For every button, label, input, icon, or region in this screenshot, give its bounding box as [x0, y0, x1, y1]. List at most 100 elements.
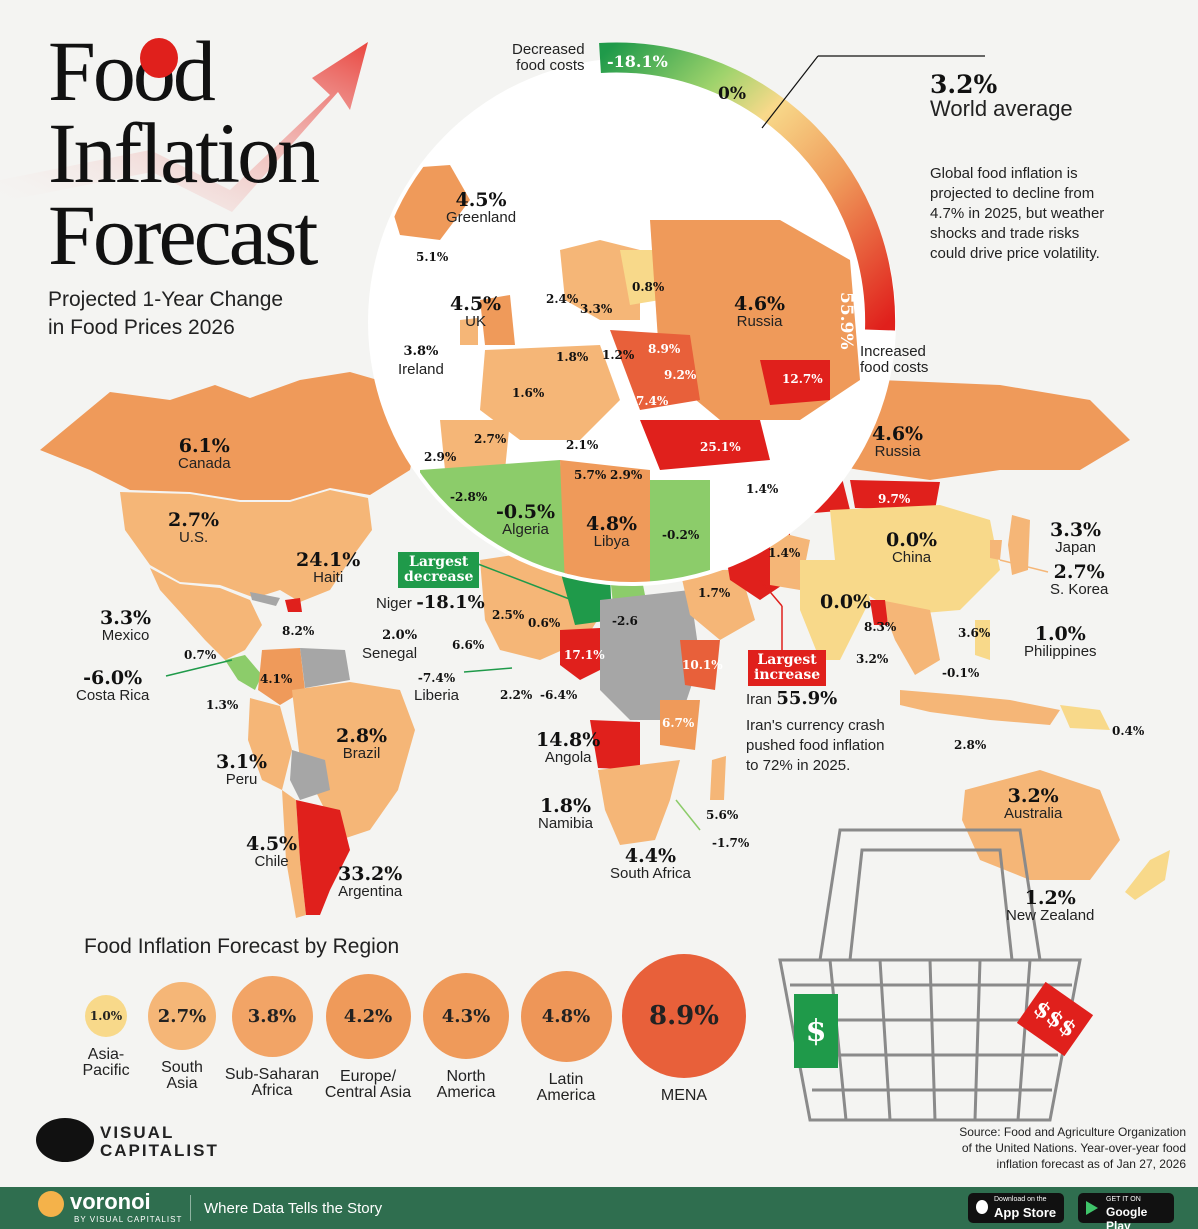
value-pakistan: 1.4%: [768, 546, 801, 560]
country-chile: [282, 790, 306, 918]
label-argentina: 33.2% Argentina: [338, 863, 403, 900]
label-russia-inset: 4.6% Russia: [734, 293, 786, 330]
global-note: Global food inflation is projected to de…: [930, 165, 1105, 262]
value-ghana: 2.2%: [500, 688, 533, 702]
inset-western-europe: [480, 345, 620, 440]
inset-finland: [620, 250, 660, 305]
inset-egypt: [650, 480, 710, 582]
green-price-tag: $: [794, 994, 838, 1068]
label-china: 0.0% China: [886, 529, 938, 566]
label-angola: 14.8% Angola: [536, 729, 601, 766]
country-argentina: [296, 800, 350, 915]
value-jordan: 1.4%: [746, 482, 779, 496]
value-greece: 2.9%: [610, 468, 643, 482]
value-iceland: 5.1%: [416, 250, 449, 264]
rising-arrow: [0, 42, 368, 212]
largest-increase-note: Iran's currency crash pushed food inflat…: [746, 717, 885, 774]
value-poland: 1.2%: [602, 348, 635, 362]
value-belarus: 8.9%: [648, 342, 681, 356]
region-label: North America: [436, 1068, 496, 1101]
country-philippines: [975, 620, 990, 660]
label-canada: 6.1% Canada: [178, 435, 231, 472]
value-nigeria-region: -6.4%: [540, 688, 578, 702]
country-haiti: [285, 598, 302, 612]
country-se-asia: [880, 600, 940, 675]
label-south-africa: 4.4% South Africa: [610, 845, 691, 882]
region-bubble: 1.0%: [85, 995, 127, 1037]
label-japan: 3.3% Japan: [1050, 519, 1102, 556]
value-png: 0.4%: [1112, 724, 1145, 738]
voronoi-brand[interactable]: voronoi: [70, 1189, 151, 1214]
scale-zero-value: 0%: [718, 84, 746, 104]
value-chad-region: -2.6: [612, 614, 638, 628]
value-panama: 0.7%: [184, 648, 217, 662]
value-mongolia: 9.7%: [878, 492, 911, 506]
label-namibia: 1.8% Namibia: [538, 795, 594, 832]
scale-min-value: -18.1%: [607, 52, 668, 71]
source-note: Source: Food and Agriculture Organizatio…: [959, 1125, 1186, 1171]
value-dominican: 8.2%: [282, 624, 315, 638]
value-finland: 0.8%: [632, 280, 665, 294]
value-cambodia: -0.1%: [942, 666, 980, 680]
value-ukraine: 9.2%: [664, 368, 697, 382]
value-vietnam: 3.6%: [958, 626, 991, 640]
region-label: Europe/ Central Asia: [324, 1067, 412, 1101]
country-saudi: [680, 570, 755, 640]
title-line-2: Inflation: [48, 105, 320, 201]
value-sweden: 3.3%: [580, 302, 613, 316]
country-bolivia: [290, 750, 330, 800]
value-italy: 2.1%: [566, 438, 599, 452]
inset-ireland: [460, 318, 478, 345]
label-us: 2.7% U.S.: [168, 509, 220, 546]
label-liberia: -7.4% Liberia: [414, 671, 460, 704]
label-india: 0.0%: [820, 591, 872, 613]
value-romania: 7.4%: [636, 394, 669, 408]
inset-scandinavia: [560, 240, 640, 320]
region-bubble: 2.7%: [148, 982, 216, 1050]
value-ethiopia: 10.1%: [682, 658, 723, 672]
google-play-button[interactable]: GET IT ON Google Play: [1078, 1193, 1174, 1229]
value-colombia: 4.1%: [260, 672, 293, 686]
country-angola: [590, 720, 640, 770]
app-store-button[interactable]: Download on the App Store: [968, 1193, 1064, 1223]
value-norway: 2.4%: [546, 292, 579, 306]
country-tanzania: [660, 700, 700, 750]
inset-libya: [560, 460, 650, 582]
value-myanmar: 8.3%: [864, 620, 897, 634]
visual-capitalist-logo-icon: [36, 1118, 94, 1162]
value-burkina: 0.6%: [528, 616, 561, 630]
europe-inset: [372, 62, 892, 582]
voronoi-logo-icon: [38, 1191, 64, 1217]
value-tanzania: 6.7%: [662, 716, 695, 730]
value-morocco: -2.8%: [450, 490, 488, 504]
label-australia: 3.2% Australia: [1004, 785, 1063, 822]
value-france: 1.6%: [512, 386, 545, 400]
label-brazil: 2.8% Brazil: [336, 725, 388, 762]
region-bubble: 3.8%: [231, 975, 313, 1057]
country-china: [830, 505, 1000, 615]
scale-increased-label: Increased food costs: [860, 343, 929, 376]
value-mali: 2.5%: [492, 608, 525, 622]
label-uk: 4.5% UK: [450, 293, 502, 330]
country-mongolia: [850, 480, 940, 510]
voronoi-brand-sub: BY VISUAL CAPITALIST: [74, 1215, 183, 1224]
value-germany: 1.8%: [556, 350, 589, 364]
country-new-zealand: [1125, 850, 1170, 900]
region-label: Asia- Pacific: [82, 1046, 130, 1079]
inset-uk: [480, 295, 515, 345]
country-canada: [40, 372, 420, 500]
country-mexico: [150, 568, 262, 660]
value-guinea: 6.6%: [452, 638, 485, 652]
country-venezuela: [300, 648, 350, 688]
country-png: [1060, 705, 1110, 730]
google-play-icon: [1086, 1201, 1098, 1215]
region-label: South Asia: [161, 1059, 203, 1092]
country-central-africa: [600, 590, 700, 720]
visual-capitalist-logo: VISUAL CAPITALIST: [100, 1123, 219, 1160]
country-india: [800, 560, 870, 660]
label-chile: 4.5% Chile: [246, 833, 298, 870]
value-egypt: -0.2%: [662, 528, 700, 542]
largest-decrease-label: Niger -18.1%: [376, 592, 485, 613]
